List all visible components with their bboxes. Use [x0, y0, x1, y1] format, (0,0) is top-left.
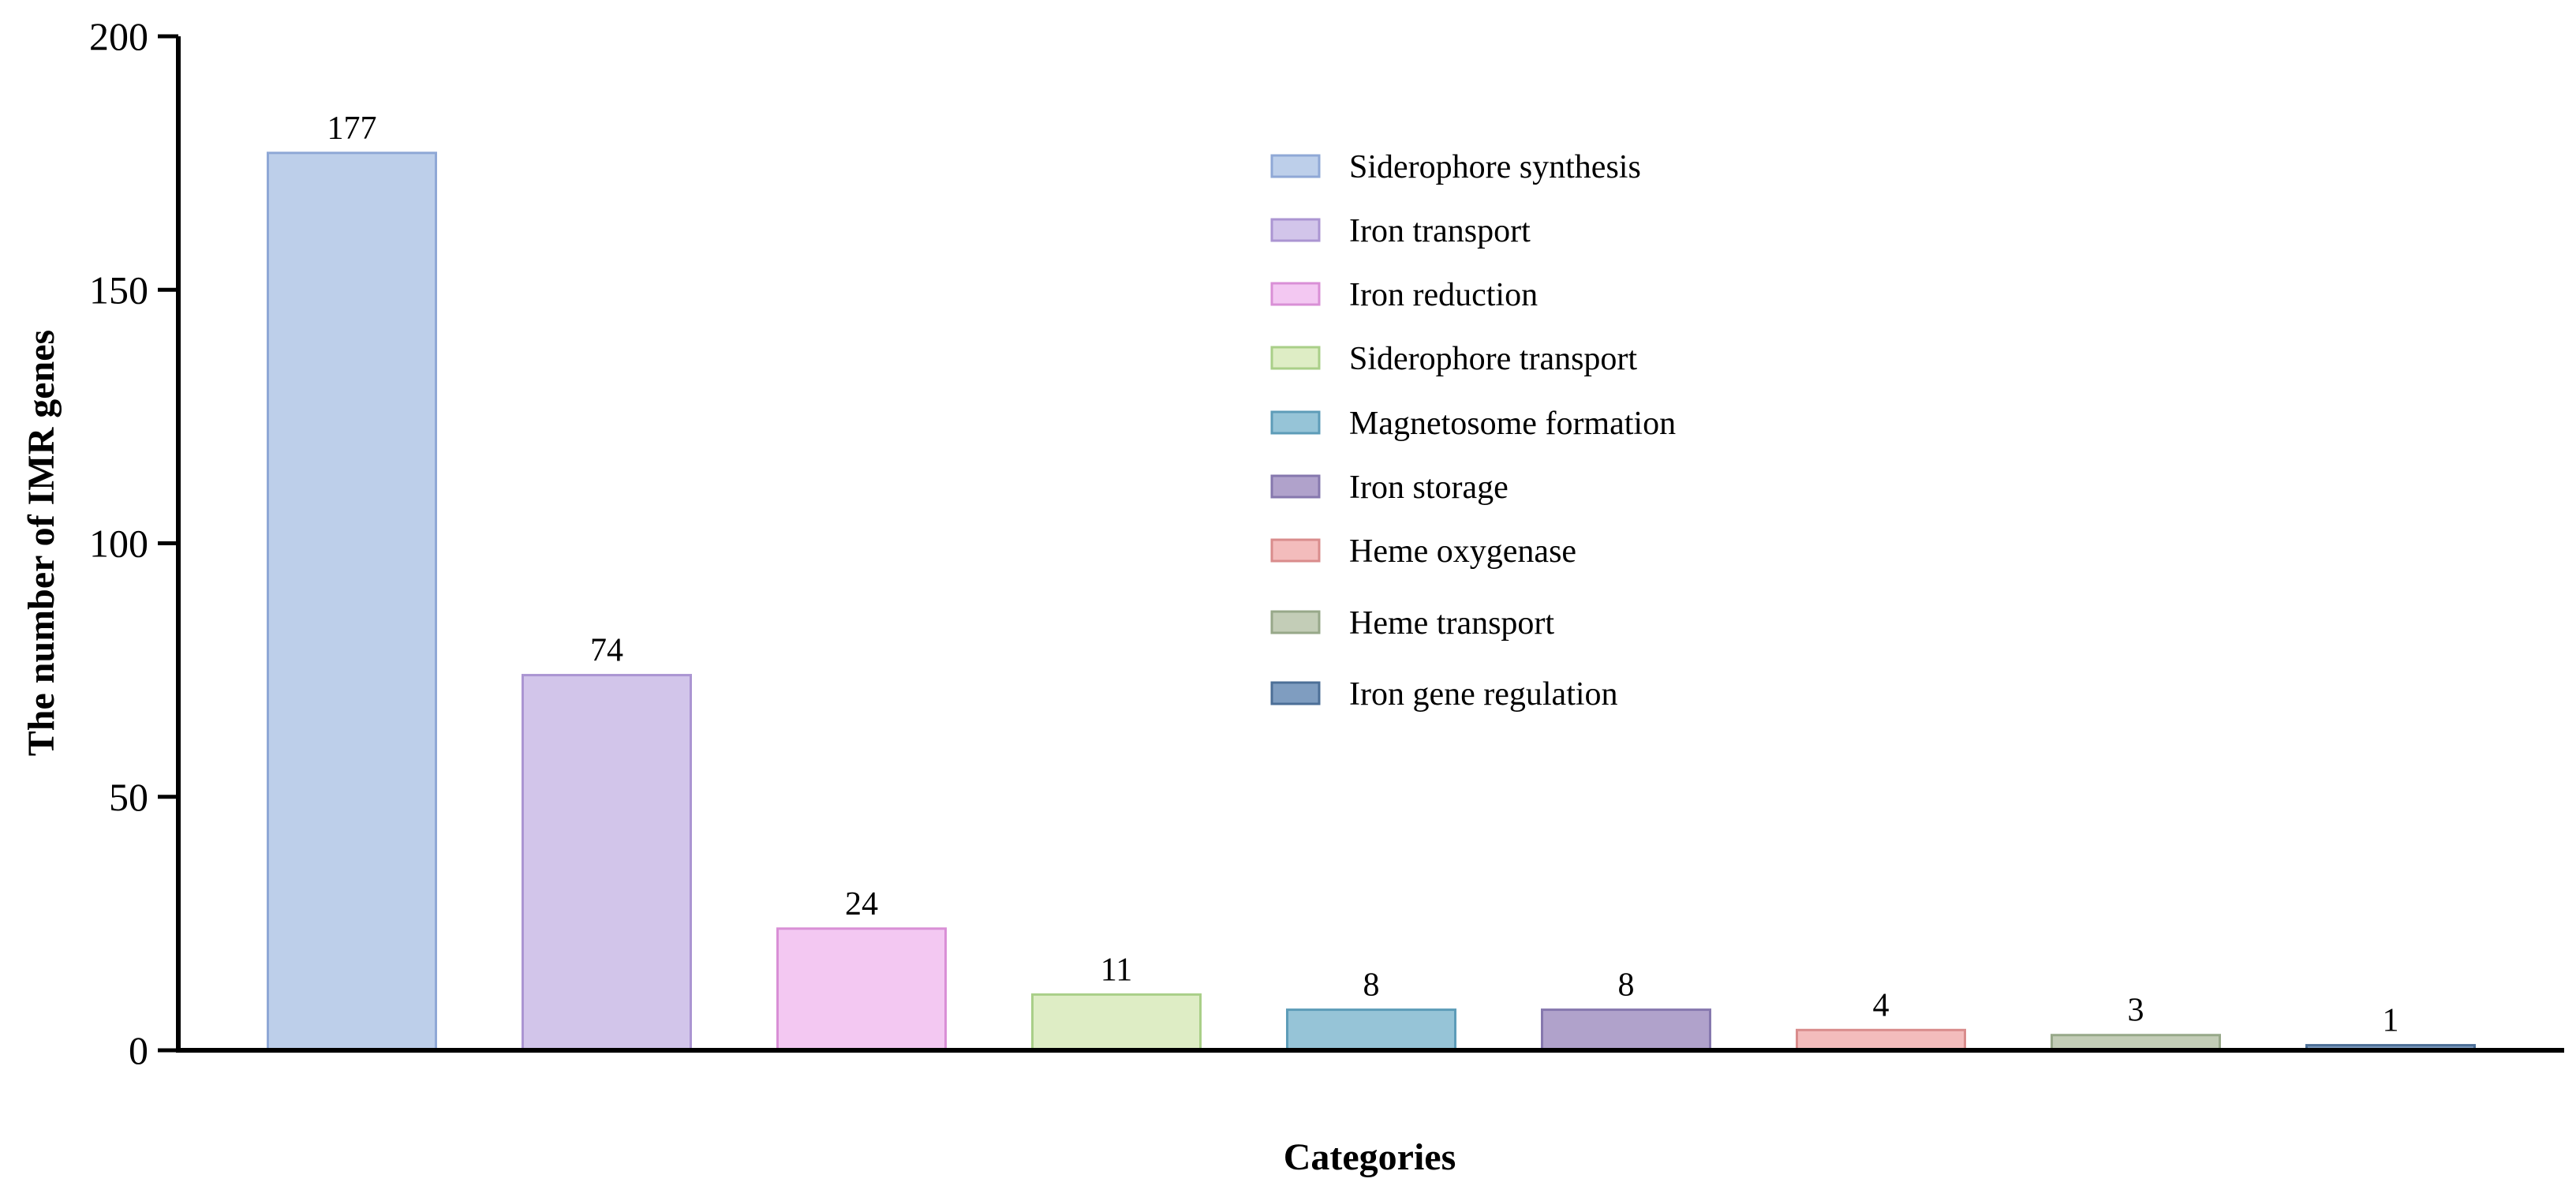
- bars-group: [267, 152, 2476, 1052]
- y-tick-label-50: 50: [109, 775, 148, 819]
- y-tick-label-100: 100: [89, 522, 148, 566]
- legend-label-heme-oxygenase: Heme oxygenase: [1349, 533, 1576, 570]
- data-label-iron-storage: 8: [1618, 967, 1635, 1004]
- legend-swatch-iron-transport: [1270, 218, 1321, 242]
- legend-label-iron-gene-regulation: Iron gene regulation: [1349, 676, 1618, 713]
- legend-swatch-magnetosome-formation: [1270, 410, 1321, 435]
- data-label-iron-reduction: 24: [845, 886, 878, 922]
- bar-heme-oxygenase: [1796, 1028, 1966, 1052]
- legend-label-iron-storage: Iron storage: [1349, 470, 1509, 506]
- bar-iron-transport: [522, 674, 692, 1052]
- legend: Siderophore synthesis Iron transport Iron …: [1270, 149, 1676, 713]
- legend-label-magnetosome-formation: Magnetosome formation: [1349, 406, 1676, 442]
- y-tick-label-200: 200: [89, 14, 148, 58]
- legend-label-iron-transport: Iron transport: [1349, 213, 1531, 249]
- y-tick-label-150: 150: [89, 268, 148, 312]
- data-label-heme-oxygenase: 4: [1873, 987, 1890, 1023]
- legend-label-siderophore-transport: Siderophore transport: [1349, 341, 1637, 377]
- y-tick-label-0: 0: [129, 1028, 148, 1072]
- data-label-magnetosome-formation: 8: [1363, 967, 1380, 1004]
- bar-siderophore-transport: [1031, 993, 1202, 1052]
- x-axis-title: Categories: [1284, 1136, 1456, 1178]
- legend-swatch-siderophore-synthesis: [1270, 154, 1321, 178]
- data-label-iron-gene-regulation: 1: [2383, 1003, 2399, 1039]
- data-label-heme-transport: 3: [2128, 993, 2144, 1029]
- plot-area: 177 74 24 11 8 8 4 3 1 0 50 100 150 200: [89, 14, 2564, 1072]
- legend-swatch-iron-reduction: [1270, 282, 1321, 306]
- legend-swatch-iron-storage: [1270, 474, 1321, 499]
- bar-iron-storage: [1541, 1008, 1711, 1052]
- legend-label-siderophore-synthesis: Siderophore synthesis: [1349, 149, 1641, 185]
- y-axis-title: The number of IMR genes: [21, 330, 62, 756]
- data-labels-group: 177 74 24 11 8 8 4 3 1: [327, 110, 2399, 1039]
- legend-swatch-siderophore-transport: [1270, 346, 1321, 370]
- legend-swatch-iron-gene-regulation: [1270, 681, 1321, 705]
- legend-label-iron-reduction: Iron reduction: [1349, 277, 1538, 313]
- bar-siderophore-synthesis: [267, 152, 437, 1052]
- bar-magnetosome-formation: [1286, 1008, 1456, 1052]
- legend-swatch-heme-transport: [1270, 610, 1321, 634]
- data-label-siderophore-synthesis: 177: [327, 110, 377, 147]
- y-axis-ticks: 0 50 100 150 200: [89, 14, 178, 1072]
- bar-iron-reduction: [776, 927, 947, 1052]
- data-label-siderophore-transport: 11: [1101, 952, 1132, 988]
- legend-label-heme-transport: Heme transport: [1349, 605, 1554, 642]
- legend-swatch-heme-oxygenase: [1270, 538, 1321, 563]
- data-label-iron-transport: 74: [590, 633, 623, 669]
